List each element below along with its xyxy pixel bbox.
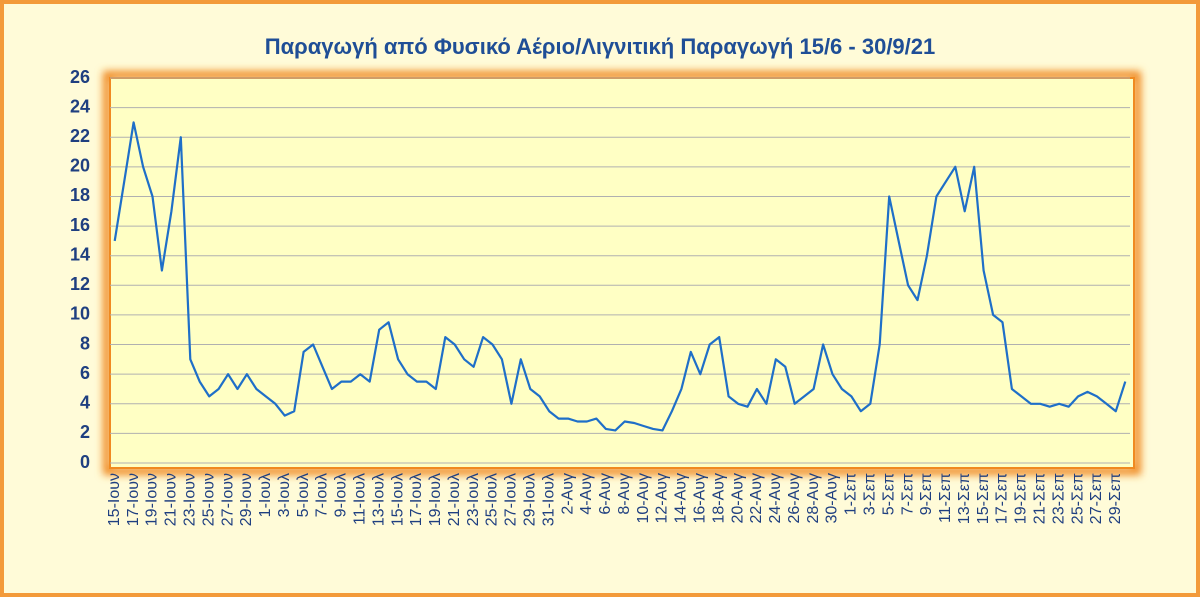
x-tick-label: 3-Σεπ	[861, 473, 878, 515]
x-tick-label: 12-Αυγ	[654, 473, 671, 524]
x-tick-label: 4-Αυγ	[578, 473, 595, 515]
y-tick-label: 8	[80, 333, 90, 353]
x-tick-label: 3-Ιουλ	[276, 473, 293, 517]
x-tick-label: 7-Σεπ	[899, 473, 916, 515]
x-tick-label: 20-Αυγ	[729, 473, 746, 524]
x-tick-label: 23-Σεπ	[1050, 473, 1067, 524]
y-tick-label: 10	[70, 304, 90, 324]
x-tick-label: 7-Ιουλ	[314, 473, 331, 517]
x-tick-label: 19-Ιουν	[144, 473, 161, 526]
x-tick-label: 19-Σεπ	[1013, 473, 1030, 524]
x-tick-label: 2-Αυγ	[559, 473, 576, 515]
y-tick-label: 6	[80, 363, 90, 383]
y-tick-label: 18	[70, 185, 90, 205]
y-tick-label: 12	[70, 274, 90, 294]
x-tick-label: 10-Αυγ	[635, 473, 652, 524]
x-tick-label: 21-Σεπ	[1031, 473, 1048, 524]
y-tick-label: 22	[70, 126, 90, 146]
x-tick-label: 18-Αυγ	[710, 473, 727, 524]
x-tick-label: 29-Ιουλ	[521, 473, 538, 526]
x-tick-label: 17-Ιουν	[125, 473, 142, 526]
x-tick-label: 24-Αυγ	[767, 473, 784, 524]
x-tick-label: 27-Ιουν	[219, 473, 236, 526]
x-tick-label: 30-Αυγ	[824, 473, 841, 524]
x-tick-label: 28-Αυγ	[805, 473, 822, 524]
y-tick-label: 2	[80, 422, 90, 442]
x-tick-label: 6-Αυγ	[597, 473, 614, 515]
plot-glow	[103, 71, 1141, 475]
x-tick-label: 29-Σεπ	[1107, 473, 1124, 524]
y-tick-label: 26	[70, 67, 90, 87]
x-tick-label: 22-Αυγ	[748, 473, 765, 524]
x-tick-label: 16-Αυγ	[691, 473, 708, 524]
x-tick-label: 17-Σεπ	[994, 473, 1011, 524]
y-tick-label: 20	[70, 156, 90, 176]
x-tick-label: 23-Ιουν	[181, 473, 198, 526]
x-tick-label: 26-Αυγ	[786, 473, 803, 524]
plot-area	[109, 77, 1135, 469]
x-tick-label: 15-Ιουν	[106, 473, 123, 526]
y-tick-label: 4	[80, 393, 90, 413]
x-tick-label: 25-Ιουλ	[484, 473, 501, 526]
x-tick-label: 23-Ιουλ	[465, 473, 482, 526]
x-tick-label: 5-Σεπ	[880, 473, 897, 515]
x-tick-label: 15-Ιουλ	[389, 473, 406, 526]
x-tick-label: 15-Σεπ	[975, 473, 992, 524]
x-tick-label: 5-Ιουλ	[295, 473, 312, 517]
chart-title: Παραγωγή από Φυσικό Αέριο/Λιγνιτική Παρα…	[265, 34, 936, 59]
x-tick-label: 1-Σεπ	[843, 473, 860, 515]
x-tick-label: 25-Σεπ	[1069, 473, 1086, 524]
x-tick-label: 19-Ιουλ	[427, 473, 444, 526]
x-tick-label: 31-Ιουλ	[540, 473, 557, 526]
x-tick-label: 21-Ιουν	[163, 473, 180, 526]
x-tick-label: 27-Σεπ	[1088, 473, 1105, 524]
x-tick-label: 11-Ιουλ	[351, 473, 368, 525]
x-tick-label: 17-Ιουλ	[408, 473, 425, 526]
x-tick-label: 13-Σεπ	[956, 473, 973, 524]
x-tick-label: 21-Ιουλ	[446, 473, 463, 526]
x-tick-label: 27-Ιουλ	[503, 473, 520, 526]
x-tick-label: 14-Αυγ	[673, 473, 690, 524]
x-tick-label: 25-Ιουν	[200, 473, 217, 526]
x-tick-label: 1-Ιουλ	[257, 473, 274, 517]
x-tick-label: 11-Σεπ	[937, 473, 954, 523]
y-tick-label: 24	[70, 96, 90, 116]
chart: Παραγωγή από Φυσικό Αέριο/Λιγνιτική Παρα…	[70, 34, 1141, 526]
x-tick-label: 9-Ιουλ	[333, 473, 350, 517]
data-line	[113, 121, 1127, 432]
x-tick-label: 29-Ιουν	[238, 473, 255, 526]
y-tick-label: 0	[80, 452, 90, 472]
x-tick-label: 9-Σεπ	[918, 473, 935, 515]
y-tick-label: 16	[70, 215, 90, 235]
x-tick-label: 8-Αυγ	[616, 473, 633, 515]
y-tick-label: 14	[70, 244, 90, 264]
x-tick-label: 13-Ιουλ	[370, 473, 387, 526]
